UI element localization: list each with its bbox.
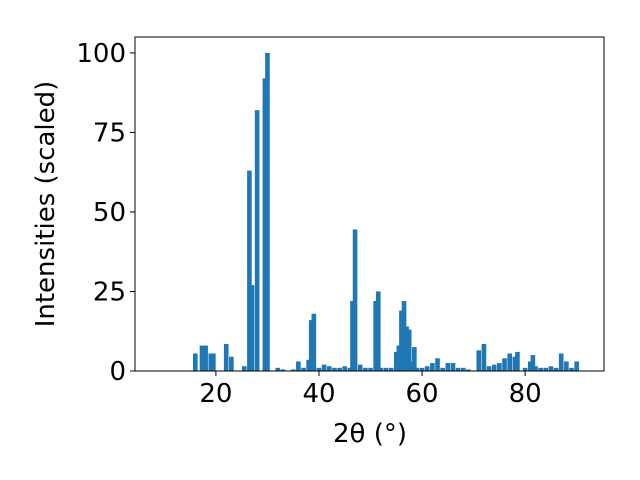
y-axis-label: Intensities (scaled) [31,81,61,328]
y-tick-label: 75 [93,118,126,148]
bar [466,369,471,371]
bar [515,351,520,371]
bar [280,369,286,371]
bar [301,367,306,371]
y-tick-label: 25 [93,277,126,307]
bar [332,367,337,371]
bar [406,329,412,371]
bar [373,301,379,371]
bar [254,110,260,372]
x-tick-label: 20 [199,379,232,409]
bar [306,359,312,371]
bar [543,367,549,371]
plot-frame [134,36,605,372]
bar [404,326,409,371]
bar [430,363,435,371]
bar [522,367,528,371]
y-tick-label: 0 [109,357,126,387]
x-tick-label: 40 [302,379,335,409]
bar [553,367,559,371]
bar [527,361,533,371]
bar [564,361,569,371]
bar [435,358,440,371]
bar [419,367,425,371]
bar [414,367,420,371]
bar [350,301,355,371]
bar [342,366,348,371]
bar [460,367,466,371]
bar [352,229,358,371]
bar [497,363,502,371]
bar [249,285,255,371]
bar [375,291,381,371]
bar [347,367,353,371]
bar [538,367,543,371]
bar [363,367,368,371]
bar [548,366,554,371]
bar [378,367,384,371]
bar [203,345,208,371]
x-tick-label: 60 [406,379,439,409]
x-tick-label: 80 [509,379,542,409]
bar [558,353,564,371]
bar [275,367,281,371]
bar [396,345,402,371]
bar [296,361,301,371]
bar [265,52,270,372]
bar [357,364,363,371]
bar [533,366,538,371]
bar [199,345,205,371]
bar [440,367,446,371]
bar [409,361,415,371]
bar [223,343,229,371]
bar [311,313,317,371]
bar [445,363,451,371]
y-tick-label: 50 [93,198,126,228]
bar [512,356,518,371]
bar [486,366,492,371]
bar [481,343,487,371]
bar [455,367,461,371]
bar [211,353,216,371]
bar [308,320,314,371]
bar [316,367,322,371]
bar [424,366,430,371]
bar [502,358,507,371]
bar [208,353,214,371]
bar [247,170,252,371]
bar [401,301,407,371]
bar [393,351,399,371]
bar [450,363,456,371]
bar [192,353,198,371]
bar [574,361,580,371]
bar [507,353,513,371]
bar [290,369,296,371]
bar [530,355,536,371]
bar [321,364,327,371]
bar [262,78,268,371]
bar [383,367,389,371]
bar [388,367,394,371]
x-axis-label: 2θ (°) [333,419,407,449]
bar [229,356,234,371]
bar [337,367,342,371]
y-tick-label: 100 [76,39,126,69]
bar [569,367,574,371]
bar [399,310,404,371]
bar [326,366,332,371]
bar [241,366,247,371]
bar [412,347,417,371]
bar [476,350,482,371]
bar [368,367,373,371]
bar [491,364,497,371]
